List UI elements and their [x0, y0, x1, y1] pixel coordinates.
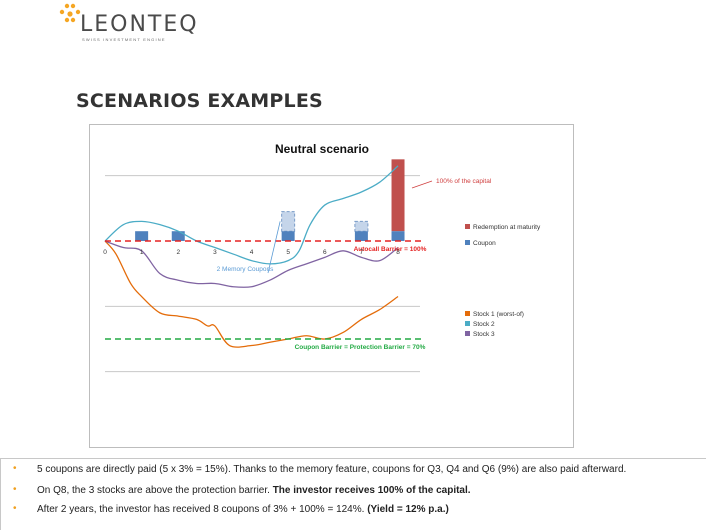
- annotation-label: 100% of the capital: [436, 178, 492, 185]
- bullet-icon: •: [13, 463, 17, 474]
- barrier-label: Coupon Barrier = Protection Barrier = 70…: [295, 344, 426, 351]
- annotation-arrow: [267, 221, 281, 274]
- scenario-chart: Neutral scenario Autocall Barrier = 100% C…: [103, 142, 541, 373]
- legend-label: Stock 1 (worst-of): [473, 311, 524, 318]
- bullet-list: • 5 coupons are directly paid (5 x 3% = …: [0, 458, 706, 530]
- chart-title: Neutral scenario: [275, 142, 369, 156]
- logo-tagline: SWISS INVESTMENT ENGINE: [82, 37, 166, 42]
- bullet-icon: •: [13, 484, 17, 495]
- bullet-text: On Q8, the 3 stocks are above the protec…: [37, 485, 273, 496]
- legend-swatch: [465, 321, 470, 326]
- x-tick-label: 8: [396, 249, 400, 256]
- logo-brand-text: LEONTEQ: [80, 12, 199, 37]
- stock-line: [104, 240, 399, 348]
- memory-coupon-bar: [281, 211, 296, 232]
- legend-swatch: [465, 311, 470, 316]
- x-tick-label: 0: [103, 249, 107, 256]
- x-tick-label: 6: [323, 249, 327, 256]
- coupon-bar: [135, 231, 149, 241]
- legend-swatch: [465, 240, 470, 245]
- bullet-text: After 2 years, the investor has received…: [37, 504, 368, 515]
- page-title: SCENARIOS EXAMPLES: [76, 90, 323, 112]
- coupon-bar: [281, 231, 295, 241]
- legend-swatch: [465, 331, 470, 336]
- logo-mark-icon: [59, 3, 81, 23]
- x-tick-label: 4: [250, 249, 254, 256]
- x-tick-label: 5: [286, 249, 290, 256]
- chart-frame: Neutral scenario Autocall Barrier = 100% C…: [89, 124, 574, 448]
- memory-coupon-bar: [354, 220, 369, 232]
- x-tick-label: 2: [176, 249, 180, 256]
- annotation-label: 2 Memory Coupons: [217, 266, 274, 273]
- barrier-label: Autocall Barrier = 100%: [354, 246, 427, 253]
- coupon-bar: [171, 231, 185, 241]
- coupon-bar: [354, 231, 368, 241]
- legend-label: Redemption at maturity: [473, 224, 541, 231]
- bullet-icon: •: [13, 503, 17, 514]
- redemption-bar: [391, 159, 405, 232]
- x-tick-label: 1: [140, 249, 144, 256]
- stock-line: [104, 240, 399, 289]
- bullet-text: 5 coupons are directly paid (5 x 3% = 15…: [37, 464, 627, 475]
- stock-line: [104, 165, 399, 265]
- leonteq-logo: LEONTEQ SWISS INVESTMENT ENGINE: [58, 2, 208, 42]
- legend-swatch: [465, 224, 470, 229]
- legend-label: Stock 3: [473, 331, 495, 338]
- bullet-bold-text: The investor receives 100% of the capita…: [272, 485, 471, 496]
- bullet-bold-text: (Yield = 12% p.a.): [367, 504, 449, 515]
- legend-label: Stock 2: [473, 321, 495, 328]
- x-tick-label: 7: [360, 249, 364, 256]
- annotation-arrow: [411, 180, 433, 189]
- legend-label: Coupon: [473, 240, 496, 247]
- x-tick-label: 3: [213, 249, 217, 256]
- coupon-bar: [391, 231, 405, 241]
